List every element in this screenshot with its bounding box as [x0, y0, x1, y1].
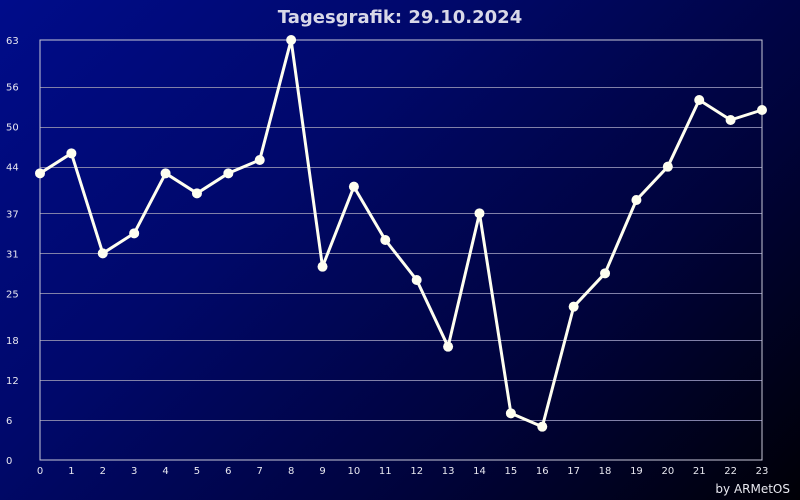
data-point	[66, 148, 77, 159]
y-tick-label: 44	[6, 163, 19, 174]
y-tick-label: 63	[6, 36, 19, 47]
plot-area-frame	[39, 39, 763, 461]
x-tick-label: 21	[693, 466, 706, 477]
y-tick-label: 18	[6, 336, 19, 347]
x-tick-label: 2	[100, 466, 106, 477]
data-point	[568, 301, 579, 312]
y-axis: 0 6 12 18 25 31 37 44 50 56 63	[6, 36, 19, 467]
y-tick-label: 50	[6, 123, 19, 134]
y-tick-label: 12	[6, 376, 19, 387]
x-tick-label: 3	[131, 466, 137, 477]
chart-title: Tagesgrafik: 29.10.2024	[278, 7, 522, 28]
data-points	[35, 35, 767, 432]
x-tick-label: 7	[257, 466, 263, 477]
x-tick-label: 6	[225, 466, 231, 477]
x-tick-label: 20	[661, 466, 674, 477]
data-point	[694, 95, 705, 105]
data-point	[474, 208, 485, 219]
data-point	[286, 35, 297, 45]
data-point	[380, 235, 391, 245]
data-point	[537, 421, 548, 432]
data-point	[662, 161, 673, 172]
gridlines	[40, 87, 762, 421]
data-point	[725, 115, 736, 125]
y-tick-label: 6	[6, 416, 12, 427]
y-tick-label: 0	[6, 456, 12, 467]
x-tick-label: 11	[379, 466, 392, 477]
data-point	[505, 408, 516, 419]
credit-text: by ARMetOS	[715, 482, 790, 496]
x-tick-label: 1	[68, 466, 74, 477]
x-tick-label: 19	[630, 466, 643, 477]
data-point	[631, 195, 642, 205]
x-tick-label: 5	[194, 466, 200, 477]
data-point	[223, 168, 234, 179]
series-line	[38, 38, 764, 429]
data-point	[317, 261, 328, 272]
y-tick-label: 25	[6, 289, 19, 300]
data-point	[411, 275, 422, 285]
y-tick-label: 37	[6, 209, 19, 220]
data-point	[35, 168, 45, 179]
x-tick-label: 9	[319, 466, 325, 477]
x-tick-label: 17	[567, 466, 580, 477]
data-point	[600, 268, 611, 279]
x-tick-label: 18	[599, 466, 612, 477]
data-point	[160, 168, 171, 179]
data-point	[129, 228, 140, 239]
data-point	[97, 248, 108, 259]
x-tick-label: 12	[410, 466, 423, 477]
data-point	[443, 341, 454, 352]
x-tick-label: 23	[756, 466, 769, 477]
x-tick-label: 8	[288, 466, 294, 477]
x-tick-label: 15	[505, 466, 518, 477]
x-tick-label: 10	[348, 466, 361, 477]
y-tick-label: 56	[6, 83, 19, 94]
x-tick-label: 0	[37, 466, 43, 477]
x-tick-label: 4	[162, 466, 168, 477]
x-tick-label: 22	[724, 466, 737, 477]
x-tick-label: 16	[536, 466, 549, 477]
x-axis: 0 1 2 3 4 5 6 7 8 9 10 11 12 13 14 15 16 17 18 19 20 21 22 23	[37, 466, 769, 477]
data-point	[348, 181, 359, 192]
data-point	[191, 188, 202, 199]
x-tick-label: 14	[473, 466, 486, 477]
data-point	[757, 105, 767, 115]
x-tick-label: 13	[442, 466, 455, 477]
data-point	[254, 155, 265, 165]
y-tick-label: 31	[6, 249, 19, 260]
